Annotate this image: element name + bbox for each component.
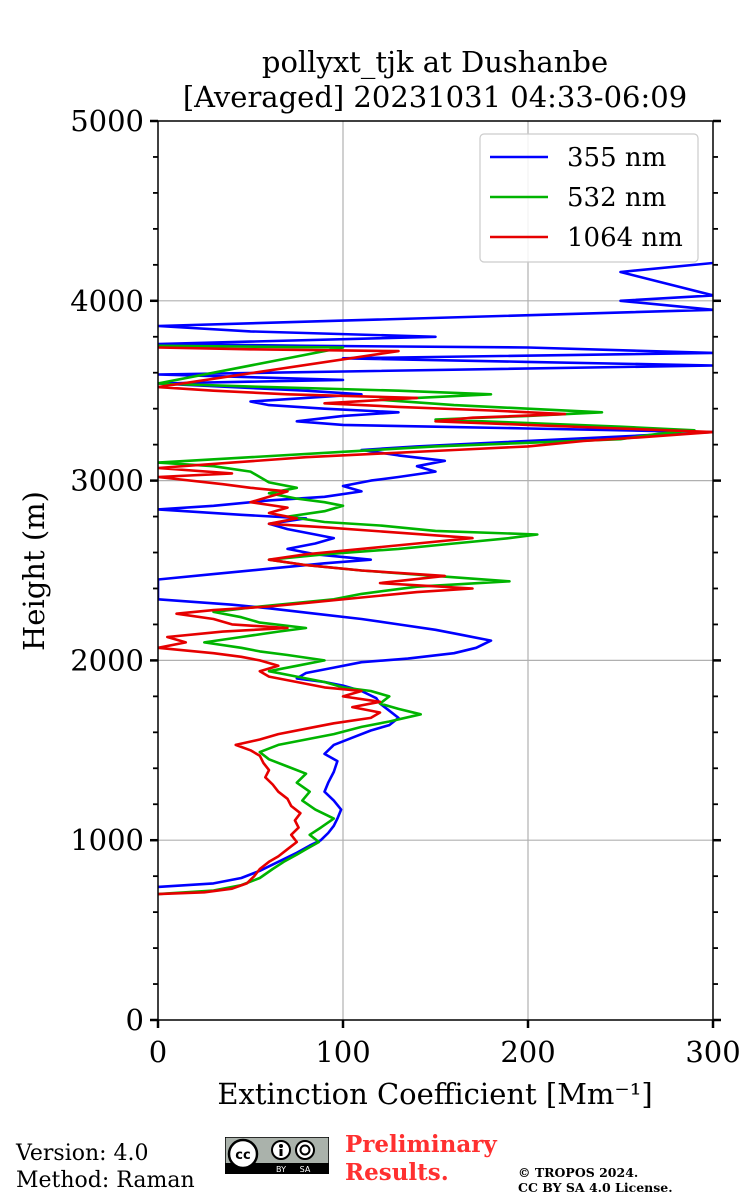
legend-label: 355 nm xyxy=(567,143,666,173)
y-tick-label: 0 xyxy=(126,1003,144,1037)
series-lines xyxy=(158,261,713,896)
copyright-line-2: CC BY SA 4.0 License. xyxy=(518,1180,673,1195)
svg-text:BY: BY xyxy=(276,1165,286,1174)
y-tick-label: 5000 xyxy=(70,104,144,138)
x-axis-label: Extinction Coefficient [Mm⁻¹] xyxy=(217,1077,652,1111)
preliminary-line-1: Preliminary xyxy=(345,1131,497,1158)
series-line-1064-nm xyxy=(158,346,713,896)
x-tick-label: 300 xyxy=(685,1035,740,1069)
chart-title: pollyxt_tjk at Dushanbe [Averaged] 20231… xyxy=(183,45,687,114)
legend-label: 532 nm xyxy=(567,183,666,213)
x-tick-label: 200 xyxy=(500,1035,555,1069)
chart-title-line-1: pollyxt_tjk at Dushanbe xyxy=(262,45,608,80)
copyright-notice: © TROPOS 2024. CC BY SA 4.0 License. xyxy=(518,1165,673,1195)
legend-box xyxy=(479,133,699,263)
y-tick-label: 2000 xyxy=(70,643,144,677)
legend-label: 1064 nm xyxy=(567,223,683,253)
preliminary-results-note: Preliminary Results. xyxy=(345,1131,497,1187)
plot-frame xyxy=(157,120,714,1021)
series-line-355-nm xyxy=(158,261,713,889)
svg-text:cc: cc xyxy=(235,1148,250,1163)
x-tick-label: 0 xyxy=(149,1035,167,1069)
preliminary-line-2: Results. xyxy=(345,1159,449,1186)
copyright-line-1: © TROPOS 2024. xyxy=(518,1165,639,1180)
legend: 355 nm 532 nm 1064 nm xyxy=(479,133,699,263)
cc-by-sa-icon: cc BY SA xyxy=(225,1137,329,1174)
version-text: Version: 4.0 xyxy=(16,1141,149,1166)
y-tick-label: 3000 xyxy=(70,464,144,498)
y-tick-label: 4000 xyxy=(70,284,144,318)
grid-lines xyxy=(158,121,713,1020)
x-tick-label: 100 xyxy=(315,1035,370,1069)
chart-title-line-2: [Averaged] 20231031 04:33-06:09 xyxy=(183,80,687,114)
version-method-block: Version: 4.0 Method: Raman xyxy=(16,1140,195,1194)
method-text: Method: Raman xyxy=(16,1168,195,1193)
y-axis-label: Height (m) xyxy=(17,491,51,651)
y-tick-label: 1000 xyxy=(70,823,144,857)
svg-text:SA: SA xyxy=(300,1165,311,1174)
